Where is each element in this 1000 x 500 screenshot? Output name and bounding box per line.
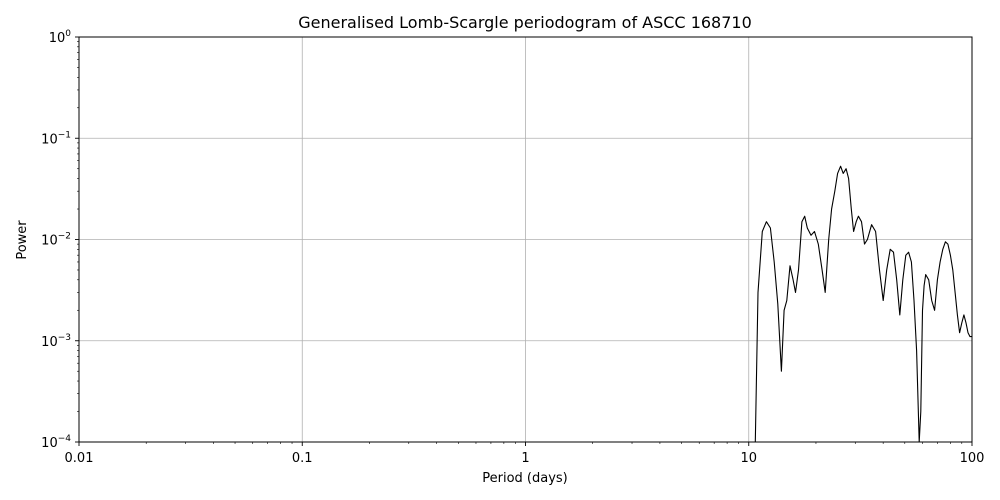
y-tick-label: 10−3 — [41, 333, 71, 350]
y-tick-base: 10 — [41, 436, 58, 451]
x-tick-label: 0.1 — [292, 451, 313, 466]
x-tick-label: 100 — [960, 451, 985, 466]
grid-lines — [79, 37, 972, 442]
y-tick-base: 10 — [41, 234, 58, 249]
x-tick-label: 0.01 — [65, 451, 94, 466]
y-tick-exponent: −4 — [58, 434, 72, 444]
y-tick-base: 10 — [41, 335, 58, 350]
y-tick-label: 10−4 — [41, 434, 71, 451]
y-tick-exponent: −2 — [58, 232, 71, 242]
x-axis-ticks: 0.01 0.1 1 10 100 — [65, 442, 985, 466]
y-tick-exponent: −1 — [58, 130, 71, 140]
x-tick-label: 1 — [521, 451, 529, 466]
series-layer — [754, 165, 972, 443]
chart-title: Generalised Lomb-Scargle periodogram of … — [298, 13, 752, 32]
y-axis-label: Power — [15, 220, 30, 260]
x-axis-label: Period (days) — [482, 471, 568, 486]
x-tick-label: 10 — [740, 451, 757, 466]
y-tick-base: 10 — [49, 31, 66, 46]
y-tick-exponent: −3 — [58, 333, 71, 343]
series-line-0 — [754, 165, 972, 443]
y-tick-label: 100 — [49, 29, 72, 46]
y-tick-label: 10−1 — [41, 130, 71, 147]
y-tick-exponent: 0 — [65, 29, 71, 39]
y-tick-base: 10 — [41, 132, 58, 147]
y-tick-label: 10−2 — [41, 232, 71, 249]
